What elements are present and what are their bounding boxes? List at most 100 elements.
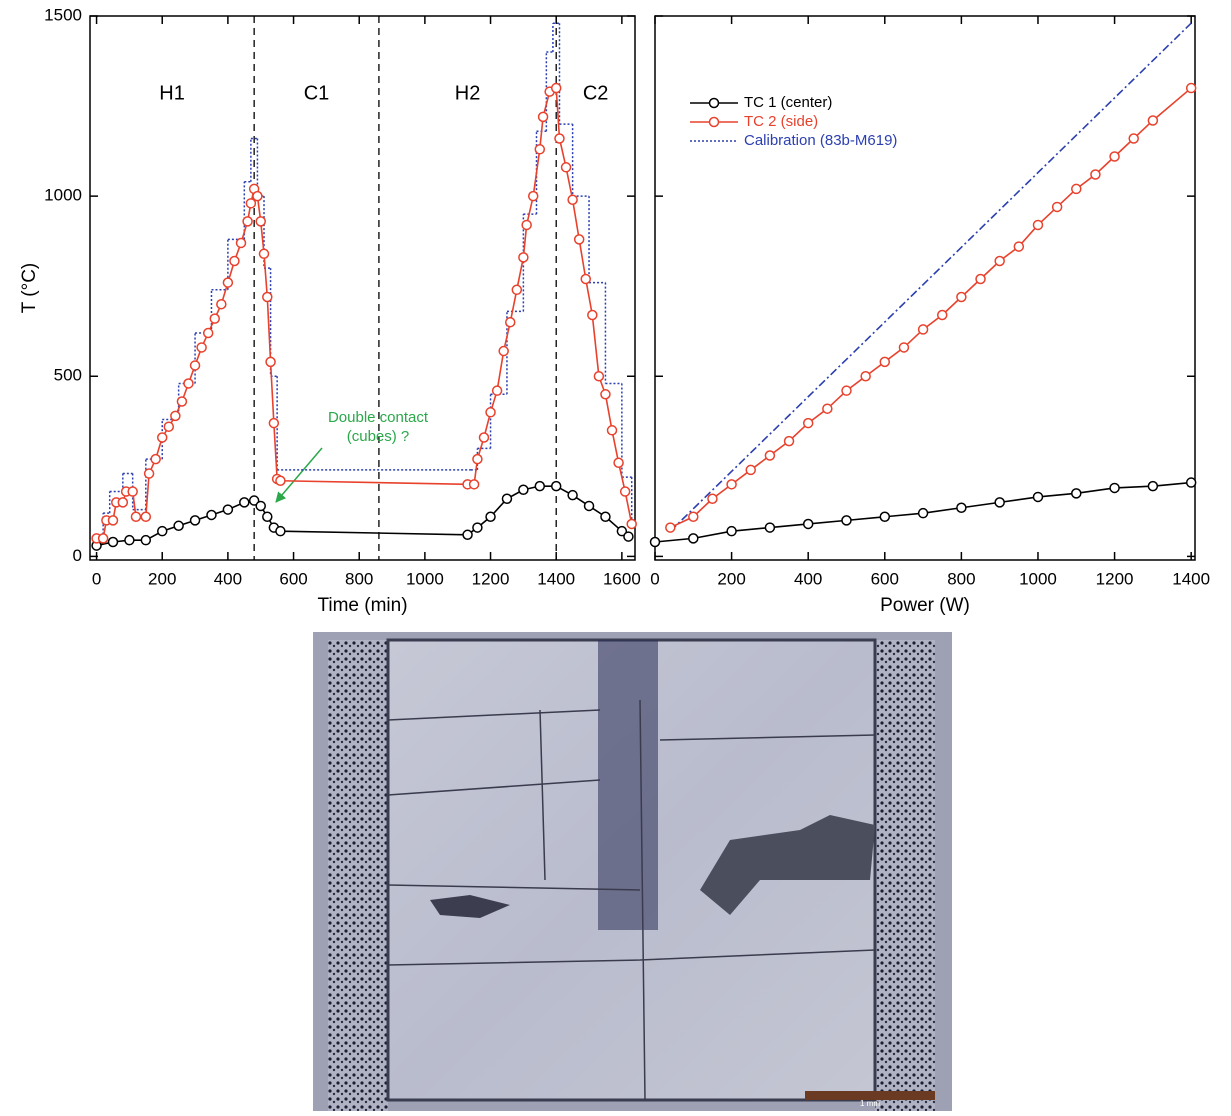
- data-point: [262, 291, 273, 303]
- data-point: [583, 500, 595, 512]
- data-point: [183, 378, 194, 389]
- data-point: [209, 313, 221, 324]
- x-tick-label: 1000: [406, 569, 444, 588]
- data-point: [841, 385, 852, 396]
- data-point: [593, 371, 605, 382]
- data-point: [176, 396, 188, 407]
- series: [669, 22, 1192, 532]
- data-point: [956, 502, 967, 514]
- data-point: [994, 255, 1005, 267]
- data-point: [478, 432, 490, 443]
- data-point: [511, 284, 523, 296]
- data-point: [521, 219, 532, 231]
- data-point: [1071, 183, 1082, 195]
- series: [665, 82, 1197, 533]
- data-point: [258, 248, 270, 260]
- data-point: [150, 453, 161, 465]
- data-point: [527, 190, 539, 202]
- data-point: [1013, 241, 1025, 252]
- data-point: [1109, 151, 1120, 162]
- data-point: [196, 342, 207, 353]
- data-point: [623, 531, 634, 542]
- annotation-arrow: [275, 447, 323, 503]
- data-point: [802, 417, 814, 429]
- data-point: [262, 511, 273, 523]
- annotation: (cubes) ?: [347, 428, 410, 445]
- phase-label: C1: [304, 82, 330, 104]
- data-point: [252, 190, 263, 202]
- data-point: [956, 291, 967, 303]
- data-point: [567, 489, 578, 501]
- data-point: [1032, 491, 1044, 503]
- data-point: [802, 518, 814, 530]
- data-point: [140, 511, 152, 523]
- data-point: [130, 511, 142, 523]
- x-tick-label: 600: [279, 569, 307, 588]
- data-point: [1090, 169, 1101, 180]
- x-tick-label: 1400: [537, 569, 575, 588]
- micrograph: 1 mm: [313, 632, 952, 1111]
- x-tick-label: 1400: [1172, 569, 1210, 588]
- data-point: [1071, 488, 1082, 499]
- data-point: [606, 425, 618, 436]
- data-point: [156, 432, 168, 443]
- data-point: [860, 371, 871, 382]
- legend-label: Calibration (83b-M619): [744, 132, 897, 149]
- data-point: [472, 522, 483, 533]
- data-point: [745, 464, 756, 476]
- x-tick-label: 800: [345, 569, 373, 588]
- data-point: [239, 497, 250, 508]
- legend-marker: [708, 116, 720, 128]
- phase-label: C2: [583, 82, 609, 104]
- legend-label: TC 1 (center): [744, 94, 832, 111]
- series: [649, 477, 1197, 548]
- data-point: [707, 493, 718, 505]
- data-point: [936, 309, 948, 321]
- data-point: [554, 133, 565, 144]
- data-point: [688, 511, 699, 523]
- data-point: [567, 194, 578, 205]
- data-point: [917, 507, 929, 519]
- x-tick-label: 1200: [472, 569, 510, 588]
- data-point: [222, 277, 234, 288]
- data-point: [468, 479, 480, 490]
- data-point: [229, 255, 240, 267]
- data-point: [1185, 82, 1197, 94]
- data-point: [170, 410, 181, 422]
- x-tick-label: 1000: [1019, 569, 1057, 588]
- data-point: [462, 529, 473, 541]
- data-point: [275, 475, 286, 486]
- data-point: [255, 216, 266, 227]
- data-point: [1147, 115, 1159, 126]
- data-point: [127, 486, 138, 497]
- data-point: [879, 356, 891, 368]
- y-tick-label: 0: [73, 546, 82, 565]
- data-point: [222, 504, 234, 515]
- data-point: [140, 534, 152, 546]
- x-tick-label: 0: [650, 569, 659, 588]
- data-point: [235, 237, 247, 249]
- x-axis-label: Power (W): [880, 595, 970, 616]
- y-tick-label: 1500: [44, 5, 82, 24]
- data-point: [783, 435, 795, 447]
- data-point: [518, 484, 529, 495]
- data-point: [550, 480, 562, 492]
- data-point: [485, 511, 496, 523]
- data-point: [841, 515, 852, 526]
- data-point: [216, 298, 227, 310]
- phase-label: H1: [159, 82, 185, 104]
- series-line: [96, 86, 633, 540]
- y-tick-label: 1000: [44, 186, 82, 205]
- data-point: [268, 417, 280, 429]
- data-point: [97, 533, 109, 544]
- data-point: [206, 509, 217, 521]
- data-point: [189, 515, 201, 526]
- data-point: [600, 389, 611, 400]
- data-point: [156, 525, 168, 537]
- data-point: [242, 216, 253, 227]
- data-point: [975, 273, 986, 285]
- data-point: [143, 468, 155, 479]
- x-tick-label: 400: [214, 569, 242, 588]
- data-point: [822, 403, 833, 414]
- data-point: [573, 234, 585, 245]
